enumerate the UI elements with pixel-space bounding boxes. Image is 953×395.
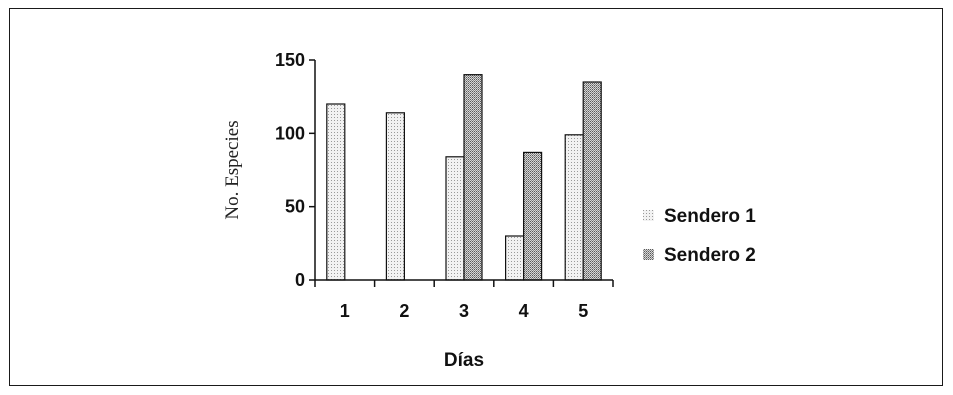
x-tick-label: 1 [340, 301, 350, 321]
bar-chart: 0 50 100 150 1 2 3 4 5 Días No. Especies Sendero 1… [222, 50, 756, 371]
x-tick-label: 3 [459, 301, 469, 321]
x-axis-title: Días [444, 350, 484, 371]
bar-1-5 [564, 134, 584, 281]
bar-2-3 [463, 74, 483, 281]
legend-swatch-1 [643, 210, 654, 221]
labels-group: 0 50 100 150 1 2 3 4 5 Días No. Especies [222, 50, 588, 371]
y-tick-label: 0 [295, 270, 305, 290]
legend-swatch-2 [643, 249, 654, 260]
bar-1-2 [385, 112, 405, 281]
legend-label-2: Sendero 2 [664, 245, 756, 266]
bars-group [326, 74, 602, 281]
bar-1-3 [445, 156, 465, 281]
chart-frame: 0 50 100 150 1 2 3 4 5 Días No. Especies Sendero 1… [9, 8, 943, 386]
y-tick-label: 50 [285, 197, 305, 217]
legend-label-1: Sendero 1 [664, 206, 756, 227]
x-tick-label: 4 [519, 301, 529, 321]
bar-2-5 [582, 81, 602, 281]
y-tick-label: 100 [275, 123, 305, 143]
bar-2-4 [522, 151, 543, 281]
legend: Sendero 1 Sendero 2 [643, 206, 756, 266]
axes-group [309, 59, 614, 287]
bar-1-1 [326, 103, 346, 281]
x-tick-label: 5 [578, 301, 588, 321]
y-axis-title: No. Especies [222, 120, 243, 219]
x-tick-label: 2 [399, 301, 409, 321]
y-tick-label: 150 [275, 50, 305, 70]
bar-1-4 [505, 235, 525, 281]
